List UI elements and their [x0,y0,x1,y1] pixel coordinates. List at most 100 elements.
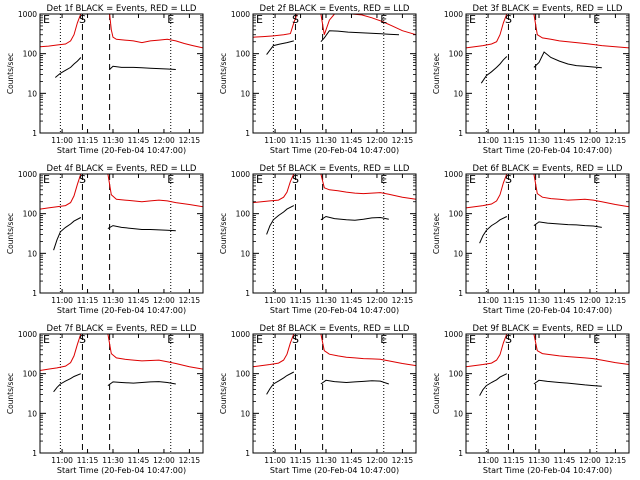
end-marker-label: E [593,13,600,26]
x-tick-label: 11:00 [264,456,286,465]
end-marker-label: E [167,173,174,186]
x-tick-label: 11:15 [503,456,525,465]
y-tick-label: 1000 [444,170,463,179]
start-marker-label: S [505,173,512,186]
x-tick-label: 11:00 [51,456,73,465]
series-line-1 [465,333,630,368]
y-tick-label: 100 [449,50,464,59]
end-marker-label: E [380,173,387,186]
y-tick-label: 1 [245,289,250,298]
y-tick-label: 10 [453,249,463,258]
x-tick-label: 11:15 [77,296,99,305]
start-marker-label: S [79,173,86,186]
series-line-2 [53,373,81,393]
x-tick-label: 11:15 [503,136,525,145]
x-tick-label: 11:15 [290,296,312,305]
x-tick-label: 11:45 [341,456,363,465]
series-line-3 [320,215,389,221]
start-marker-label: S [79,333,86,346]
y-axis-label: Counts/sec [6,213,15,254]
x-tick-label: 12:15 [605,296,627,305]
x-tick-label: 11:30 [315,456,337,465]
plot-frame [465,173,630,294]
y-tick-label: 1000 [18,170,37,179]
x-tick-label: 11:30 [315,296,337,305]
y-tick-label: 1000 [231,10,250,19]
plot-frame [465,13,630,134]
x-tick-label: 12:00 [579,296,601,305]
series-line-2 [266,205,295,235]
x-axis-label: Start Time (20-Feb-04 10:47:00) [270,306,399,315]
x-tick-label: 11:45 [554,296,576,305]
chart-title: Det 1f BLACK = Events, RED = LLD [47,4,197,14]
y-tick-label: 10 [240,249,250,258]
chart-title: Det 3f BLACK = Events, RED = LLD [473,4,623,14]
y-tick-label: 1000 [444,330,463,339]
series-line-1 [252,173,417,204]
y-tick-label: 1000 [231,170,250,179]
start-marker-label: S [79,13,86,26]
y-axis-label: Counts/sec [219,213,228,254]
chart-title: Det 2f BLACK = Events, RED = LLD [260,4,410,14]
y-tick-label: 100 [23,210,38,219]
x-tick-label: 11:00 [264,136,286,145]
end-marker-label: E [469,13,476,26]
series-line-2 [479,216,508,244]
y-tick-label: 100 [23,50,38,59]
x-tick-label: 11:45 [128,296,150,305]
y-tick-label: 10 [27,89,37,98]
series-line-1 [465,173,630,209]
end-marker-label: E [256,13,263,26]
plot-frame [252,13,417,134]
y-tick-label: 100 [23,370,38,379]
x-axis-label: Start Time (20-Feb-04 10:47:00) [270,146,399,155]
x-tick-label: 11:15 [77,456,99,465]
series-line-3 [107,225,176,232]
y-tick-label: 10 [453,409,463,418]
x-tick-label: 11:15 [290,136,312,145]
end-marker-label: E [167,333,174,346]
end-marker-label: E [380,333,387,346]
series-line-2 [266,371,295,395]
plot-frame [39,333,204,454]
x-axis-label: Start Time (20-Feb-04 10:47:00) [483,306,612,315]
end-marker-label: E [469,173,476,186]
y-tick-label: 100 [449,370,464,379]
end-marker-label: E [593,173,600,186]
plot-frame [252,333,417,454]
series-line-3 [533,51,602,69]
end-marker-label: E [593,333,600,346]
x-tick-label: 12:00 [366,136,388,145]
x-tick-label: 11:15 [503,296,525,305]
x-tick-label: 12:00 [366,456,388,465]
x-tick-label: 11:30 [102,456,124,465]
series-line-3 [533,379,602,387]
x-axis-label: Start Time (20-Feb-04 10:47:00) [483,466,612,475]
x-tick-label: 11:00 [51,136,73,145]
end-marker-label: E [380,13,387,26]
end-marker-label: E [43,333,50,346]
x-tick-label: 12:15 [605,456,627,465]
y-tick-label: 1000 [231,330,250,339]
plot-frame [465,333,630,454]
x-tick-label: 12:15 [179,296,201,305]
series-line-1 [39,333,204,371]
x-tick-label: 11:30 [528,456,550,465]
x-tick-label: 11:30 [102,296,124,305]
y-tick-label: 1 [458,449,463,458]
series-line-1 [39,173,204,210]
end-marker-label: E [43,173,50,186]
series-line-2 [54,57,82,78]
y-axis-label: Counts/sec [6,373,15,414]
y-tick-label: 100 [236,370,251,379]
y-axis-label: Counts/sec [432,213,441,254]
series-line-3 [320,30,400,43]
y-axis-label: Counts/sec [432,53,441,94]
x-axis-label: Start Time (20-Feb-04 10:47:00) [57,146,186,155]
start-marker-label: S [505,13,512,26]
